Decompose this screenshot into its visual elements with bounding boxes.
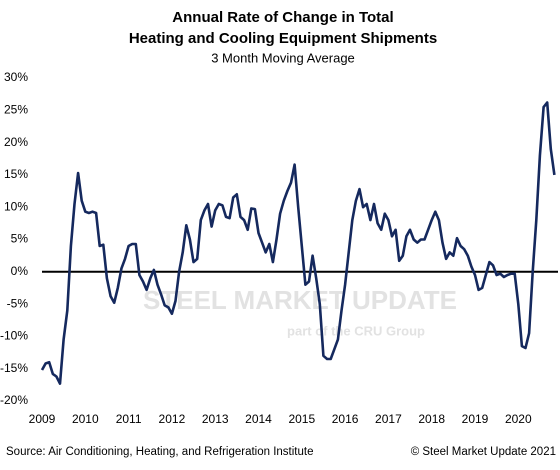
x-tick-label: 2020 [505, 412, 532, 426]
source-note: Source: Air Conditioning, Heating, and R… [6, 446, 314, 458]
watermark: part of the CRU Group [287, 323, 425, 338]
y-tick-label: -5% [7, 296, 29, 310]
data-line [40, 101, 556, 385]
x-tick-label: 2012 [159, 412, 186, 426]
x-tick-label: 2016 [332, 412, 359, 426]
copyright: © Steel Market Update 2021 [411, 446, 556, 458]
chart-title: Annual Rate of Change in Total [172, 9, 393, 26]
y-tick-label: 25% [4, 102, 28, 116]
y-tick-label: 20% [4, 135, 28, 149]
x-tick-label: 2018 [418, 412, 445, 426]
y-tick-label: -10% [0, 329, 28, 343]
y-tick-label: 30% [4, 70, 28, 84]
y-tick-label: 10% [4, 199, 28, 213]
x-tick-label: 2015 [288, 412, 315, 426]
y-tick-label: -15% [0, 361, 28, 375]
chart-title: Heating and Cooling Equipment Shipments [129, 30, 437, 47]
x-tick-label: 2019 [462, 412, 489, 426]
y-tick-label: 5% [11, 232, 29, 246]
x-tick-label: 2011 [116, 412, 142, 426]
x-tick-label: 2009 [29, 412, 56, 426]
watermark: STEEL MARKET UPDATE [143, 285, 457, 315]
x-tick-label: 2014 [245, 412, 272, 426]
x-tick-label: 2017 [375, 412, 402, 426]
y-tick-label: 0% [11, 264, 29, 278]
x-tick-label: 2010 [72, 412, 99, 426]
y-tick-label: -20% [0, 393, 28, 407]
chart-subtitle: 3 Month Moving Average [211, 50, 355, 65]
x-tick-label: 2013 [202, 412, 229, 426]
y-tick-label: 15% [4, 167, 28, 181]
